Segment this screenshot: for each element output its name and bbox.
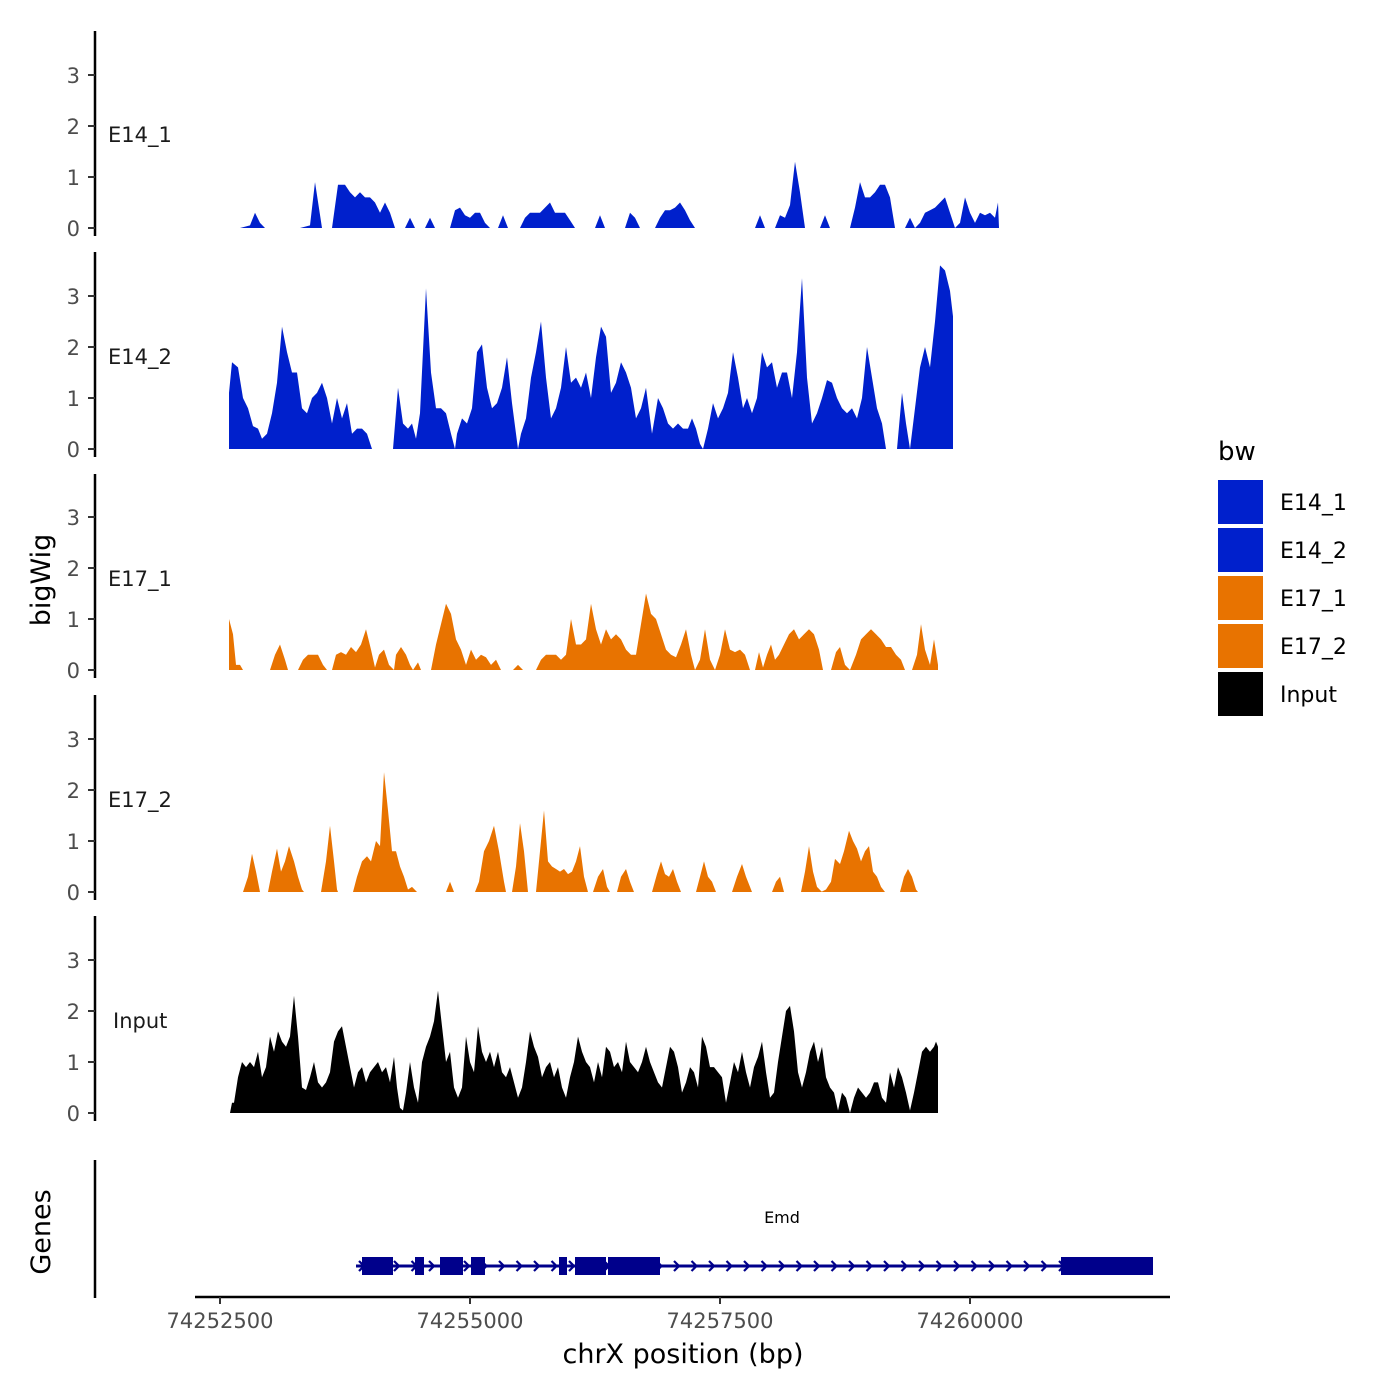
x-tick-label: 74257500 bbox=[667, 1309, 774, 1333]
strand-arrow bbox=[568, 1260, 576, 1272]
y-tick-label: 3 bbox=[67, 285, 80, 309]
y-tick-label: 1 bbox=[67, 387, 80, 411]
gene-exon bbox=[575, 1257, 606, 1275]
track-label: Input bbox=[113, 1009, 167, 1033]
genes-axis-title: Genes bbox=[26, 1189, 57, 1274]
strand-arrow bbox=[918, 1260, 926, 1272]
strand-arrow bbox=[1005, 1260, 1014, 1272]
track-label: E17_2 bbox=[108, 788, 172, 813]
strand-arrow bbox=[550, 1260, 559, 1272]
strand-arrow bbox=[743, 1260, 751, 1272]
gene-exon bbox=[471, 1257, 485, 1275]
coverage-area-E17_2 bbox=[243, 772, 918, 892]
gene-name-label: Emd bbox=[764, 1208, 800, 1227]
strand-arrow bbox=[393, 1260, 401, 1272]
track-E17_2: 0 1 2 3 E17_2 bbox=[67, 695, 918, 905]
x-tick-label: 74255000 bbox=[417, 1309, 524, 1333]
strand-arrow bbox=[935, 1260, 944, 1272]
y-tick-label: 1 bbox=[67, 608, 80, 632]
strand-arrow bbox=[515, 1260, 524, 1272]
coverage-area-E14_2 bbox=[229, 265, 953, 449]
track-Input: 0 1 2 3 Input bbox=[67, 916, 938, 1126]
y-tick-label: 1 bbox=[67, 1051, 80, 1075]
coverage-tracks: 0 1 2 3 E14_1 0 1 2 3 E14_2 0 1 2 3 E17_1 0 1 2 3 E17_2 0 1 2 3… bbox=[67, 31, 999, 1126]
strand-arrow bbox=[673, 1260, 681, 1272]
strand-arrow bbox=[463, 1260, 471, 1272]
strand-arrow bbox=[988, 1260, 996, 1272]
y-tick-label: 3 bbox=[67, 949, 80, 973]
strand-arrow bbox=[725, 1260, 734, 1272]
track-E17_1: 0 1 2 3 E17_1 bbox=[67, 474, 938, 683]
strand-arrow bbox=[690, 1260, 699, 1272]
y-axis-title: bigWig bbox=[26, 534, 57, 627]
strand-arrow bbox=[428, 1260, 436, 1272]
x-tick-label: 74260000 bbox=[917, 1309, 1024, 1333]
strand-arrow bbox=[1023, 1260, 1031, 1272]
strand-arrow bbox=[533, 1260, 541, 1272]
strand-arrow bbox=[813, 1260, 821, 1272]
y-tick-label: 3 bbox=[67, 506, 80, 530]
track-label: E14_1 bbox=[108, 123, 172, 148]
x-tick-label: 74252500 bbox=[167, 1309, 274, 1333]
legend-label-E14_1: E14_1 bbox=[1280, 491, 1347, 516]
legend-swatch-E14_2 bbox=[1218, 528, 1263, 572]
track-E14_2: 0 1 2 3 E14_2 bbox=[67, 252, 953, 462]
y-tick-label: 2 bbox=[67, 115, 80, 139]
legend-swatch-E17_1 bbox=[1218, 576, 1263, 620]
track-label: E17_1 bbox=[108, 567, 172, 592]
y-tick-label: 0 bbox=[67, 438, 80, 462]
strand-arrow bbox=[760, 1260, 769, 1272]
y-tick-label: 1 bbox=[67, 830, 80, 854]
strand-arrow bbox=[795, 1260, 804, 1272]
x-axis: 74252500 74255000 74257500 74260000 bbox=[167, 1295, 1170, 1333]
gene-exon bbox=[440, 1257, 463, 1275]
strand-arrow bbox=[830, 1260, 839, 1272]
x-axis-title: chrX position (bp) bbox=[562, 1339, 803, 1370]
gene-exon bbox=[1061, 1257, 1153, 1275]
strand-arrow bbox=[900, 1260, 909, 1272]
strand-arrow bbox=[498, 1260, 506, 1272]
legend: bw E14_1 E14_2 E17_1 E17_2 Input bbox=[1218, 437, 1347, 716]
y-tick-label: 0 bbox=[67, 1102, 80, 1126]
legend-label-Input: Input bbox=[1280, 683, 1337, 708]
legend-swatch-Input bbox=[1218, 672, 1263, 716]
strand-arrow bbox=[883, 1260, 891, 1272]
y-tick-label: 2 bbox=[67, 1000, 80, 1024]
strand-arrow bbox=[953, 1260, 961, 1272]
legend-label-E17_2: E17_2 bbox=[1280, 635, 1347, 660]
y-tick-label: 2 bbox=[67, 779, 80, 803]
coverage-area-E14_1 bbox=[240, 161, 999, 228]
gene-exon bbox=[608, 1257, 660, 1275]
y-tick-label: 2 bbox=[67, 336, 80, 360]
gene-exon bbox=[362, 1257, 393, 1275]
y-tick-label: 3 bbox=[67, 64, 80, 88]
legend-label-E14_2: E14_2 bbox=[1280, 539, 1347, 564]
y-tick-label: 2 bbox=[67, 557, 80, 581]
y-tick-label: 0 bbox=[67, 659, 80, 683]
strand-arrow bbox=[848, 1260, 856, 1272]
strand-arrow bbox=[1040, 1260, 1049, 1272]
coverage-area-E17_1 bbox=[229, 593, 938, 670]
gene-track: Emd bbox=[93, 1160, 1153, 1298]
coverage-area-Input bbox=[230, 990, 938, 1113]
y-tick-label: 1 bbox=[67, 166, 80, 190]
strand-arrow bbox=[865, 1260, 874, 1272]
track-E14_1: 0 1 2 3 E14_1 bbox=[67, 31, 999, 241]
y-tick-label: 3 bbox=[67, 728, 80, 752]
strand-arrow bbox=[970, 1260, 979, 1272]
legend-title: bw bbox=[1218, 437, 1256, 467]
legend-swatch-E14_1 bbox=[1218, 480, 1263, 524]
gene-exon bbox=[415, 1257, 424, 1275]
y-tick-label: 0 bbox=[67, 217, 80, 241]
strand-arrow bbox=[708, 1260, 716, 1272]
gene-exon bbox=[559, 1257, 567, 1275]
legend-swatch-E17_2 bbox=[1218, 624, 1263, 668]
legend-label-E17_1: E17_1 bbox=[1280, 587, 1347, 612]
strand-arrow bbox=[778, 1260, 786, 1272]
y-tick-label: 0 bbox=[67, 881, 80, 905]
track-label: E14_2 bbox=[108, 345, 172, 370]
